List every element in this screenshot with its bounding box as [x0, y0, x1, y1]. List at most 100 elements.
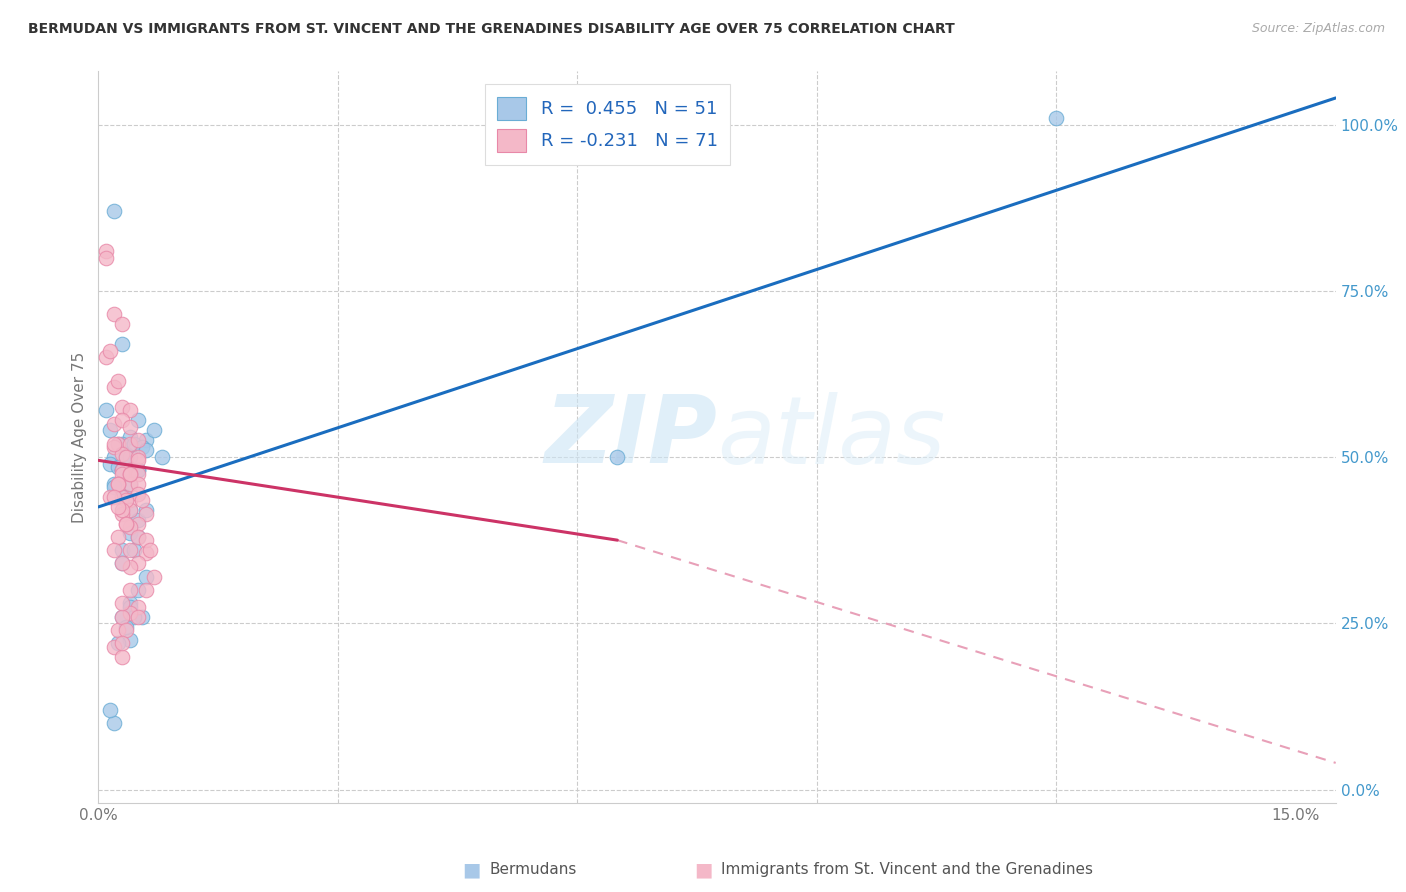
Point	[120, 430, 142, 444]
Point	[127, 476, 149, 491]
Point	[120, 582, 142, 597]
Point	[606, 450, 628, 464]
Point	[131, 493, 153, 508]
Text: Source: ZipAtlas.com: Source: ZipAtlas.com	[1251, 22, 1385, 36]
Point	[135, 570, 157, 584]
Point	[103, 543, 125, 558]
Point	[103, 716, 125, 731]
Point	[120, 476, 142, 491]
Point	[107, 636, 129, 650]
Point	[135, 582, 157, 597]
Point	[150, 450, 173, 464]
Point	[111, 463, 134, 477]
Point	[100, 343, 122, 358]
Point	[103, 436, 125, 450]
Point	[107, 374, 129, 388]
Point	[100, 703, 122, 717]
Point	[111, 490, 134, 504]
Point	[120, 436, 142, 450]
Point	[127, 557, 149, 571]
Point	[120, 467, 142, 481]
Point	[127, 599, 149, 614]
Point	[103, 476, 125, 491]
Point	[107, 476, 129, 491]
Point	[135, 503, 157, 517]
Point	[127, 609, 149, 624]
Point	[111, 636, 134, 650]
Point	[111, 490, 134, 504]
Legend: R =  0.455   N = 51, R = -0.231   N = 71: R = 0.455 N = 51, R = -0.231 N = 71	[485, 84, 731, 165]
Point	[111, 463, 134, 477]
Point	[120, 493, 142, 508]
Point	[103, 307, 125, 321]
Point	[100, 424, 122, 438]
Point	[115, 623, 138, 637]
Point	[103, 417, 125, 431]
Point	[127, 467, 149, 481]
Point	[124, 543, 146, 558]
Point	[139, 543, 162, 558]
Point	[131, 609, 153, 624]
Point	[103, 380, 125, 394]
Point	[135, 533, 157, 548]
Point	[100, 457, 122, 471]
Point	[115, 447, 138, 461]
Point	[115, 450, 138, 464]
Point	[100, 490, 122, 504]
Point	[111, 400, 134, 414]
Point	[111, 317, 134, 331]
Point	[103, 640, 125, 654]
Point	[111, 543, 134, 558]
Point	[111, 507, 134, 521]
Point	[120, 632, 142, 647]
Point	[120, 503, 142, 517]
Point	[103, 480, 125, 494]
Point	[135, 434, 157, 448]
Point	[120, 467, 142, 481]
Point	[124, 609, 146, 624]
Point	[135, 546, 157, 560]
Point	[96, 351, 118, 365]
Y-axis label: Disability Age Over 75: Disability Age Over 75	[72, 351, 87, 523]
Point	[107, 460, 129, 475]
Point	[111, 413, 134, 427]
Point	[115, 516, 138, 531]
Point	[103, 490, 125, 504]
Point	[120, 526, 142, 541]
Point	[120, 420, 142, 434]
Point	[127, 413, 149, 427]
Point	[127, 453, 149, 467]
Point	[96, 244, 118, 258]
Point	[107, 500, 129, 514]
Point	[115, 516, 138, 531]
Point	[143, 570, 166, 584]
Point	[120, 403, 142, 417]
Point	[127, 516, 149, 531]
Point	[115, 490, 138, 504]
Point	[120, 476, 142, 491]
Point	[103, 450, 125, 464]
Point	[135, 507, 157, 521]
Point	[127, 530, 149, 544]
Point	[96, 251, 118, 265]
Point	[127, 434, 149, 448]
Text: BERMUDAN VS IMMIGRANTS FROM ST. VINCENT AND THE GRENADINES DISABILITY AGE OVER 7: BERMUDAN VS IMMIGRANTS FROM ST. VINCENT …	[28, 22, 955, 37]
Point	[111, 649, 134, 664]
Point	[127, 486, 149, 500]
Point	[120, 450, 142, 464]
Point	[127, 463, 149, 477]
Point	[131, 440, 153, 454]
Point	[127, 513, 149, 527]
Text: ■: ■	[693, 860, 713, 880]
Text: Bermudans: Bermudans	[489, 863, 576, 877]
Point	[111, 463, 134, 477]
Point	[135, 443, 157, 458]
Text: Immigrants from St. Vincent and the Grenadines: Immigrants from St. Vincent and the Gren…	[721, 863, 1094, 877]
Point	[103, 440, 125, 454]
Point	[111, 596, 134, 610]
Point	[124, 436, 146, 450]
Text: atlas: atlas	[717, 392, 945, 483]
Point	[120, 607, 142, 621]
Point	[120, 503, 142, 517]
Point	[111, 609, 134, 624]
